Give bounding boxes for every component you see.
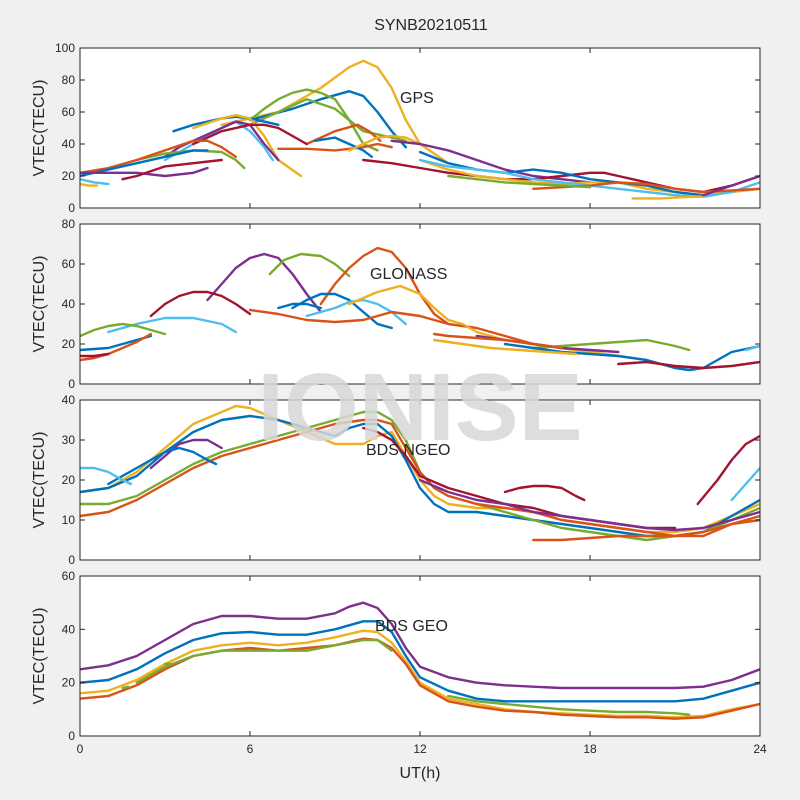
series-line-8 — [503, 484, 586, 502]
series-line-27 — [447, 174, 592, 189]
x-tick-label: 6 — [247, 742, 254, 756]
y-tick-label: 10 — [62, 513, 76, 527]
series-line-1 — [80, 601, 760, 690]
series-line-19 — [314, 136, 373, 158]
figure-title: SYNB20210511 — [374, 17, 488, 34]
y-tick-label: 40 — [62, 137, 76, 151]
series-line-19 — [433, 332, 563, 350]
y-tick-label: 0 — [68, 553, 75, 567]
series-line-8 — [121, 685, 130, 690]
watermark: IONISE — [257, 354, 582, 461]
series-line-12 — [80, 139, 237, 174]
series-line-18 — [277, 142, 393, 152]
y-tick-label: 0 — [68, 201, 75, 215]
series-line-2 — [80, 414, 760, 538]
series-line-2 — [248, 90, 407, 149]
series-line-6 — [107, 446, 218, 486]
series-line-10 — [192, 123, 308, 146]
x-tick-label: 18 — [583, 742, 597, 756]
y-tick-label: 60 — [62, 257, 76, 271]
panel-3: 0 10 20 30 40 VTEC(TECU) BDS NGEO — [31, 393, 761, 567]
series-line-28 — [631, 195, 705, 200]
plot-area — [80, 224, 760, 384]
series-group — [80, 59, 760, 200]
series-line-16 — [532, 338, 691, 352]
series-line-9 — [80, 352, 110, 358]
series-line-1 — [220, 59, 422, 146]
series-line-6 — [80, 322, 167, 338]
y-tick-label: 0 — [68, 729, 75, 743]
series-line-2 — [80, 620, 760, 703]
series-line-9 — [696, 434, 760, 506]
x-tick-label: 12 — [413, 742, 427, 756]
y-tick-label: 20 — [62, 473, 76, 487]
y-tick-label: 40 — [62, 622, 76, 636]
series-line-8 — [80, 332, 152, 362]
panel-4: 0 6 12 18 24 0 20 40 60 VTEC(TECU) BDS GEO UT(h) — [31, 569, 767, 782]
y-tick-label: 40 — [62, 297, 76, 311]
series-line-4 — [248, 98, 407, 142]
series-line-21 — [390, 139, 592, 184]
series-line-12 — [532, 518, 760, 542]
panel-label: GPS — [400, 90, 434, 107]
panel-label: BDS NGEO — [366, 442, 450, 459]
y-axis-label: VTEC(TECU) — [31, 80, 48, 177]
y-tick-label: 80 — [62, 217, 76, 231]
series-line-1 — [206, 252, 322, 314]
series-line-4 — [149, 290, 252, 318]
panel-label: BDS GEO — [375, 618, 448, 635]
y-tick-label: 80 — [62, 73, 76, 87]
series-line-2 — [268, 252, 351, 278]
series-line-3 — [319, 246, 450, 326]
series-line-20 — [348, 134, 450, 165]
series-line-6 — [447, 694, 691, 716]
series-line-18 — [617, 360, 760, 370]
series-line-14 — [80, 178, 110, 186]
series-line-9 — [163, 120, 280, 162]
y-tick-label: 100 — [55, 41, 75, 55]
series-line-11 — [291, 292, 393, 330]
y-tick-label: 20 — [62, 169, 76, 183]
y-tick-label: 0 — [68, 377, 75, 391]
series-line-4 — [80, 418, 760, 538]
series-line-16 — [80, 166, 209, 178]
series-line-15 — [80, 182, 99, 187]
series-line-20 — [433, 338, 577, 356]
series-group — [80, 246, 760, 372]
y-axis-label: VTEC(TECU) — [31, 432, 48, 529]
y-tick-label: 30 — [62, 433, 76, 447]
series-line-5 — [149, 438, 223, 470]
series-group — [80, 601, 760, 720]
series-line-10 — [730, 466, 760, 502]
series-line-3 — [248, 88, 379, 152]
series-group — [80, 404, 760, 542]
series-line-29 — [702, 174, 760, 197]
series-line-13 — [80, 149, 209, 178]
y-tick-label: 20 — [62, 676, 76, 690]
x-tick-label: 24 — [753, 742, 767, 756]
y-tick-label: 60 — [62, 105, 76, 119]
series-line-13 — [418, 478, 760, 532]
series-line-5 — [305, 123, 382, 146]
panel-label: GLONASS — [370, 266, 447, 283]
y-axis-label: VTEC(TECU) — [31, 256, 48, 353]
y-tick-label: 40 — [62, 393, 76, 407]
series-line-17 — [121, 158, 223, 181]
series-line-21 — [744, 344, 760, 352]
series-line-7 — [172, 115, 280, 133]
series-line-7 — [80, 466, 133, 486]
series-line-3 — [80, 629, 760, 719]
y-axis-label: VTEC(TECU) — [31, 608, 48, 705]
y-tick-label: 20 — [62, 337, 76, 351]
series-line-5 — [135, 638, 393, 684]
x-axis-label: UT(h) — [400, 765, 441, 782]
panel-1: 0 20 40 60 80 100 VTEC(TECU) GPS — [31, 41, 761, 215]
series-line-3 — [80, 410, 760, 542]
panel-2: 0 20 40 60 80 VTEC(TECU) GLONASS — [31, 217, 761, 391]
y-tick-label: 60 — [62, 569, 76, 583]
x-tick-label: 0 — [77, 742, 84, 756]
